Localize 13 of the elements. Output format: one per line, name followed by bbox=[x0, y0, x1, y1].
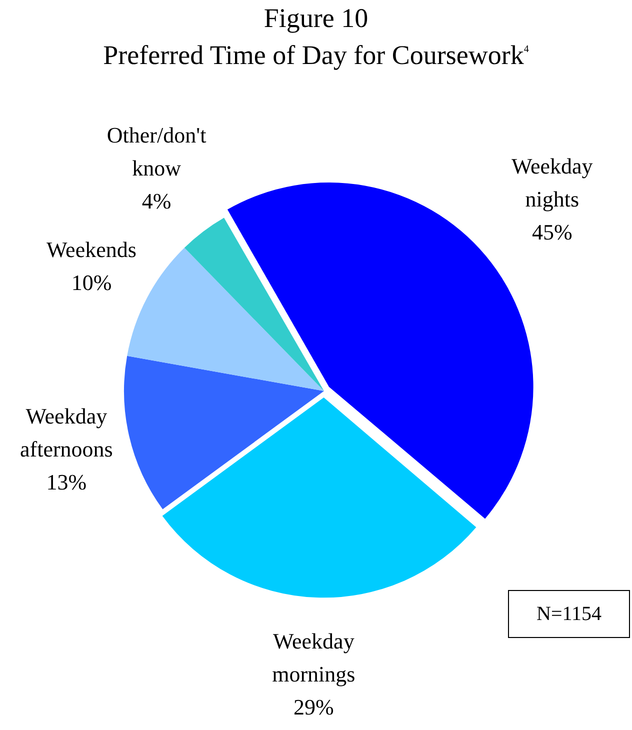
chart-title: Figure 10 bbox=[262, 2, 370, 35]
chart-subtitle: Preferred Time of Day for Coursework$^{4}$ bbox=[102, 39, 530, 72]
slice-label: Weekday afternoons bbox=[20, 404, 113, 462]
slice-label: Weekday nights bbox=[511, 154, 593, 212]
data-label: 45% bbox=[532, 220, 572, 245]
slice-label: Weekends bbox=[46, 237, 136, 262]
slice-label: Other/don't know bbox=[106, 122, 206, 181]
data-label: 10% bbox=[71, 270, 112, 296]
data-label: 13% bbox=[46, 470, 87, 495]
data-label: 4% bbox=[142, 188, 172, 214]
data-label: 29% bbox=[293, 694, 334, 720]
text: N=1154 bbox=[508, 590, 630, 638]
slice-label: Weekday mornings bbox=[272, 628, 356, 687]
